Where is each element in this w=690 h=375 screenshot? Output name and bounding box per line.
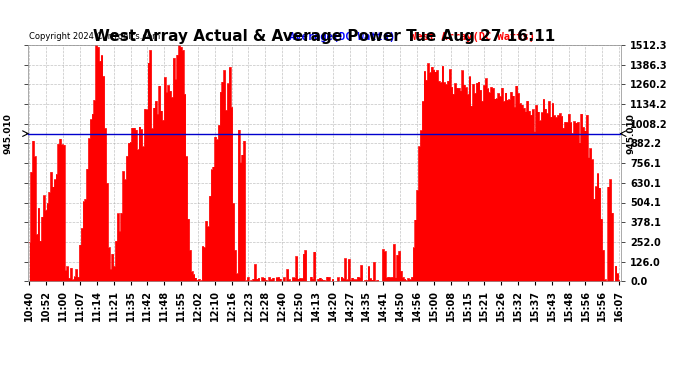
Text: West Array(DC Watts): West Array(DC Watts) <box>411 32 535 42</box>
Text: Copyright 2024 Curtronics.com: Copyright 2024 Curtronics.com <box>29 32 160 41</box>
Text: Average(DC Watts): Average(DC Watts) <box>288 32 395 42</box>
Text: 945.010: 945.010 <box>3 113 13 154</box>
Title: West Array Actual & Average Power Tue Aug 27 16:11: West Array Actual & Average Power Tue Au… <box>93 29 555 44</box>
Text: 945.010: 945.010 <box>627 113 636 154</box>
